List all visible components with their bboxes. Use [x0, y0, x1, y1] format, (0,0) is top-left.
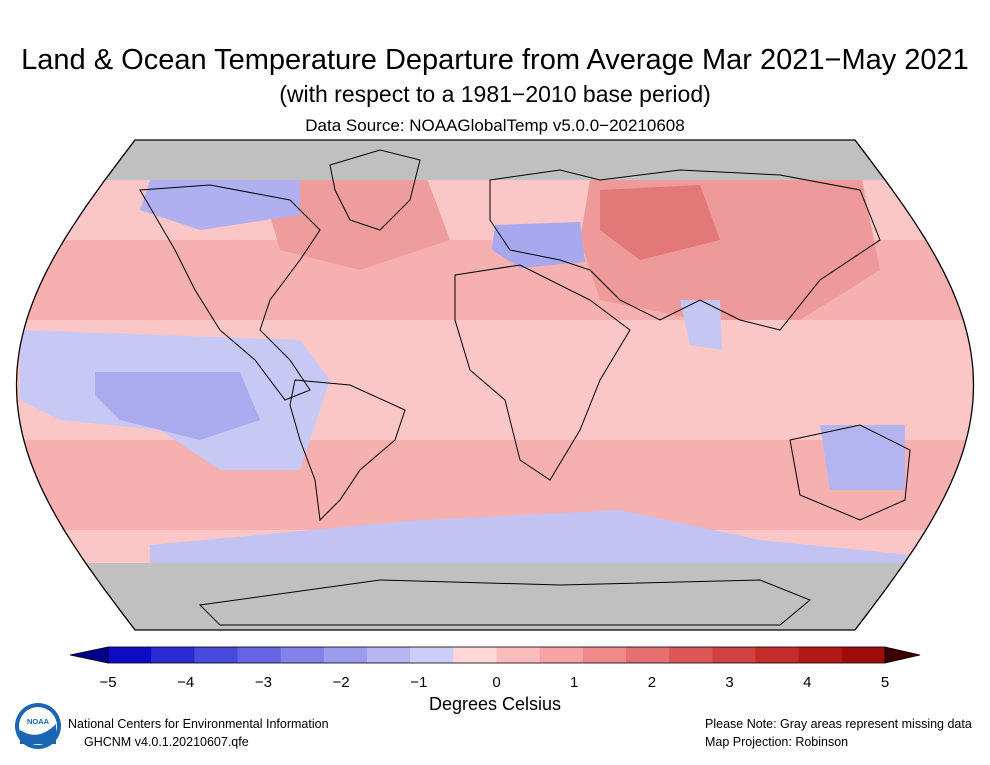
colorbar-swatch [194, 647, 238, 663]
cold-southern-ocean [150, 510, 960, 575]
colorbar-tick-label: 1 [570, 674, 579, 691]
data-source: Data Source: NOAAGlobalTemp v5.0.0−20210… [305, 116, 685, 135]
colorbar-swatch [582, 647, 627, 663]
colorbar-swatch [367, 647, 411, 663]
colorbar-tick-label: −1 [410, 674, 428, 691]
colorbar-swatch [151, 647, 195, 663]
colorbar-swatch [237, 647, 282, 663]
colorbar-swatch [798, 647, 843, 663]
colorbar-tick-label: −2 [332, 674, 350, 691]
colorbar-swatch [539, 647, 584, 663]
warm-band [16, 440, 974, 530]
colorbar-swatch [108, 647, 152, 663]
colorbar-swatch [755, 647, 800, 663]
colorbar-frame [107, 646, 886, 664]
colorbar-tick-label: 0 [492, 674, 501, 691]
colorbar-tick-label: 4 [803, 674, 812, 691]
colorbar-tick-label: 2 [647, 674, 657, 691]
missing-data-arctic [16, 140, 974, 180]
warm-north-atlantic [260, 160, 450, 270]
footer-projection: Map Projection: Robinson [705, 735, 849, 749]
colorbar-swatch [280, 647, 325, 663]
footer-note: Please Note: Gray areas represent missin… [705, 717, 972, 731]
noaa-logo-icon: NOAA [15, 703, 61, 749]
colorbar-tick-label: −4 [177, 674, 195, 691]
colorbar-swatch [323, 647, 368, 663]
warm-siberia [600, 185, 720, 260]
colorbar-min-arrow [69, 646, 109, 664]
map-subtitle: (with respect to a 1981−2010 base period… [279, 81, 711, 107]
colorbar-swatch [841, 647, 886, 663]
colorbar-swatch [410, 647, 454, 663]
colorbar-tick-label: 5 [880, 674, 890, 691]
colorbar-swatch [453, 647, 497, 663]
cold-australia [820, 425, 905, 490]
colorbar-tick-label: 3 [725, 674, 734, 691]
cold-pacific-core [95, 372, 260, 440]
colorbar-swatch [669, 647, 713, 663]
map-field [16, 140, 974, 630]
cold-alaska [140, 175, 300, 230]
footer-org: National Centers for Environmental Infor… [68, 717, 329, 731]
logo-text: NOAA [27, 717, 50, 726]
footer-dataset: GHCNM v4.0.1.20210607.qfe [84, 735, 249, 749]
coastlines [139, 149, 911, 626]
colorbar [69, 646, 921, 664]
map-title: Land & Ocean Temperature Departure from … [21, 44, 969, 76]
cold-europe [492, 222, 585, 268]
missing-data-antarctic [16, 563, 974, 630]
cold-indian-patch [680, 300, 722, 350]
colorbar-swatch [712, 647, 756, 663]
globe-outline [15, 139, 975, 631]
colorbar-max-arrow [884, 646, 921, 664]
colorbar-title: Degrees Celsius [428, 694, 562, 714]
colorbar-tick-label: −3 [254, 674, 272, 691]
colorbar-swatch [496, 647, 541, 663]
colorbar-swatch [626, 647, 670, 663]
colorbar-tick-label: −5 [99, 674, 117, 691]
